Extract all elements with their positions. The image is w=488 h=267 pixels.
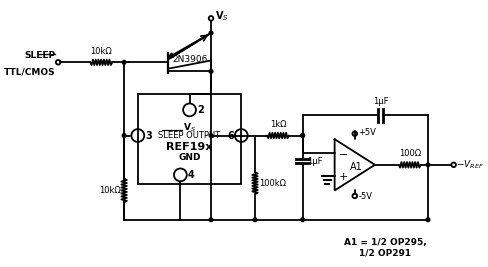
Text: 10kΩ: 10kΩ [90,47,112,56]
Text: A1 = 1/2 OP295,
1/2 OP291: A1 = 1/2 OP295, 1/2 OP291 [344,238,427,257]
Text: +5V: +5V [359,128,376,137]
Text: $-$: $-$ [338,148,348,158]
Circle shape [301,134,305,137]
Text: V$_S$: V$_S$ [215,10,228,23]
Circle shape [253,218,257,222]
Text: 1μF: 1μF [373,97,388,106]
Text: 1μF: 1μF [307,157,323,166]
Text: TTL/CMOS: TTL/CMOS [4,68,56,77]
Text: $+$: $+$ [338,171,348,182]
Text: 1kΩ: 1kΩ [270,120,286,129]
Circle shape [122,134,126,137]
Circle shape [301,134,305,137]
Text: 100kΩ: 100kΩ [259,179,285,188]
Circle shape [426,218,430,222]
Circle shape [301,134,305,137]
Circle shape [209,31,213,35]
Text: REF19x: REF19x [166,142,213,151]
Text: 2: 2 [197,105,203,115]
Text: V$_S$: V$_S$ [183,122,196,134]
Text: 4: 4 [188,170,194,180]
Circle shape [301,218,305,222]
Text: 10kΩ: 10kΩ [99,186,121,195]
Bar [138,94,241,184]
Text: -5V: -5V [359,192,372,201]
Circle shape [209,70,213,73]
Text: A1: A1 [350,162,363,172]
Text: 2N3906: 2N3906 [173,55,208,64]
Text: 100Ω: 100Ω [399,150,421,158]
Text: 3: 3 [145,131,152,140]
Text: SLEEP OUTPUT: SLEEP OUTPUT [159,131,221,140]
Polygon shape [168,53,174,58]
Circle shape [209,134,213,137]
Text: 6: 6 [227,131,234,140]
Text: $-V_{REF}$: $-V_{REF}$ [456,159,484,171]
Text: SLEEP: SLEEP [24,52,56,60]
Circle shape [122,60,126,64]
Circle shape [426,163,430,167]
Text: GND: GND [178,153,201,162]
Circle shape [209,218,213,222]
